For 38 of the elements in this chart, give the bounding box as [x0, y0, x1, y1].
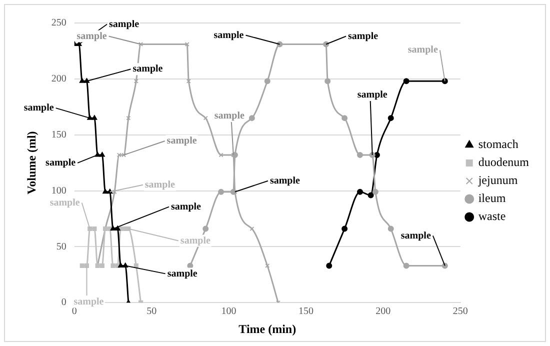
annotation: sample: [166, 136, 198, 147]
legend-label: duodenum: [478, 155, 530, 170]
x-tick-label: 150: [298, 306, 314, 318]
annotation: sample: [167, 268, 198, 280]
annotation: sample: [214, 110, 245, 122]
y-tick-label: 150: [51, 129, 66, 140]
y-axis-title: Volume (ml): [24, 131, 38, 194]
x-tick-label: 50: [146, 306, 157, 318]
y-tick-label: 0: [61, 297, 66, 308]
annotation: sample: [180, 235, 211, 246]
annotation: sample: [132, 64, 164, 75]
x-tick-label: 100: [221, 306, 236, 318]
annotation: sample: [50, 197, 80, 208]
legend-label: waste: [478, 209, 506, 224]
annotation: sample: [400, 230, 432, 242]
y-tick-label: 100: [51, 185, 66, 196]
y-tick-label: 250: [51, 18, 66, 29]
annotation: sample: [408, 44, 438, 56]
annotation: sample: [76, 30, 108, 42]
annotation: sample: [109, 18, 140, 30]
annotation: sample: [170, 201, 202, 212]
annotation: sample: [270, 175, 301, 186]
x-axis-title: Time (min): [238, 322, 296, 336]
x-tick-label: 250: [452, 306, 468, 318]
annotation: sample: [214, 30, 244, 41]
annotation: sample: [144, 179, 176, 190]
annotation: sample: [74, 296, 104, 308]
legend-label: jejunum: [477, 173, 518, 188]
x-tick-label: 0: [72, 306, 77, 318]
annotation: sample: [348, 30, 379, 42]
y-tick-label: 50: [56, 241, 66, 252]
annotation: sample: [24, 102, 54, 114]
annotation: sample: [46, 158, 76, 169]
y-tick-label: 200: [51, 74, 66, 85]
legend-label: ileum: [478, 191, 506, 206]
annotation: sample: [357, 90, 388, 101]
x-tick-label: 200: [376, 306, 391, 318]
legend-label: stomach: [478, 137, 518, 152]
